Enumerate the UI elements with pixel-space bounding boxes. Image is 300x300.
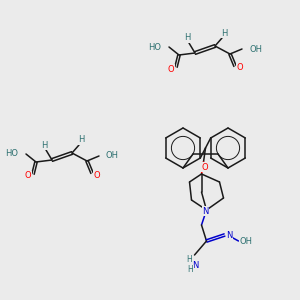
Text: H: H xyxy=(188,266,194,274)
Text: O: O xyxy=(237,64,243,73)
Text: H: H xyxy=(41,140,47,149)
Text: O: O xyxy=(168,64,174,74)
Text: N: N xyxy=(226,230,233,239)
Text: OH: OH xyxy=(106,152,119,160)
Text: H: H xyxy=(221,28,227,38)
Text: H: H xyxy=(187,256,192,265)
Text: O: O xyxy=(94,170,100,179)
Text: N: N xyxy=(202,206,209,215)
Text: H: H xyxy=(184,34,190,43)
Text: O: O xyxy=(25,172,31,181)
Text: O: O xyxy=(201,163,208,172)
Text: N: N xyxy=(192,260,199,269)
Text: OH: OH xyxy=(249,44,262,53)
Text: H: H xyxy=(78,136,84,145)
Text: HO: HO xyxy=(148,43,161,52)
Text: OH: OH xyxy=(239,238,252,247)
Text: HO: HO xyxy=(5,149,18,158)
